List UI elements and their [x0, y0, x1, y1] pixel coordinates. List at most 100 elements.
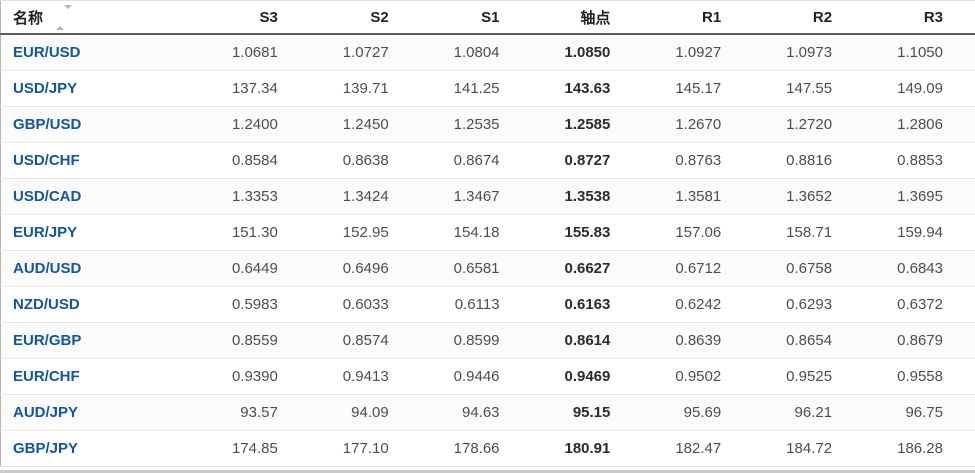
- column-header-s3[interactable]: S3: [199, 0, 310, 35]
- pair-link-eurchf[interactable]: EUR/CHF: [0, 358, 199, 395]
- r2-value: 1.3652: [753, 178, 865, 215]
- r1-value: 182.47: [642, 430, 754, 467]
- column-header-r3[interactable]: R3: [864, 0, 975, 35]
- pair-link-usdcad[interactable]: USD/CAD: [0, 178, 199, 215]
- table-row: NZD/USD 0.5983 0.6033 0.6113 0.6163 0.6242 0.6…: [0, 286, 975, 323]
- table-row: EUR/GBP 0.8559 0.8574 0.8599 0.8614 0.8639 0.8…: [0, 322, 975, 359]
- r3-value: 0.9558: [864, 358, 975, 395]
- s3-value: 0.9390: [199, 358, 310, 395]
- pair-link-eurgbp[interactable]: EUR/GBP: [0, 322, 199, 359]
- r3-value: 0.8679: [864, 322, 975, 359]
- pair-link-audusd[interactable]: AUD/USD: [0, 250, 199, 287]
- column-header-r2[interactable]: R2: [753, 0, 865, 35]
- r3-value: 149.09: [864, 70, 975, 107]
- pivot-value: 1.2585: [531, 106, 643, 143]
- r2-value: 0.8654: [753, 322, 865, 359]
- table-row: GBP/JPY 174.85 177.10 178.66 180.91 182.47 184…: [0, 430, 975, 467]
- column-header-s1[interactable]: S1: [420, 0, 532, 35]
- r2-value: 0.9525: [753, 358, 865, 395]
- s2-value: 177.10: [309, 430, 421, 467]
- sort-icon[interactable]: [56, 5, 73, 31]
- s2-value: 0.6496: [309, 250, 421, 287]
- r3-value: 0.6372: [864, 286, 975, 323]
- r3-value: 1.1050: [864, 34, 975, 71]
- pivot-value: 0.8727: [531, 142, 643, 179]
- s1-value: 178.66: [420, 430, 532, 467]
- pair-link-eurjpy[interactable]: EUR/JPY: [0, 214, 199, 251]
- r3-value: 1.3695: [864, 178, 975, 215]
- r1-value: 1.3581: [642, 178, 754, 215]
- s3-value: 0.8559: [199, 322, 310, 359]
- s2-value: 139.71: [309, 70, 421, 107]
- s1-value: 0.9446: [420, 358, 532, 395]
- table-body: EUR/USD 1.0681 1.0727 1.0804 1.0850 1.0927 1.0…: [0, 34, 975, 467]
- s1-value: 154.18: [420, 214, 532, 251]
- r1-value: 0.9502: [642, 358, 754, 395]
- s3-value: 1.0681: [199, 34, 310, 71]
- r2-value: 96.21: [753, 394, 865, 431]
- r3-value: 186.28: [864, 430, 975, 467]
- r2-value: 184.72: [753, 430, 865, 467]
- r2-value: 0.8816: [753, 142, 865, 179]
- r1-value: 145.17: [642, 70, 754, 107]
- r1-value: 0.8763: [642, 142, 754, 179]
- table-row: EUR/JPY 151.30 152.95 154.18 155.83 157.06 158…: [0, 214, 975, 251]
- r2-value: 147.55: [753, 70, 865, 107]
- r3-value: 159.94: [864, 214, 975, 251]
- column-header-s2[interactable]: S2: [309, 0, 421, 35]
- pair-link-gbpjpy[interactable]: GBP/JPY: [0, 430, 199, 467]
- s2-value: 1.2450: [309, 106, 421, 143]
- pivot-value: 143.63: [531, 70, 643, 107]
- r1-value: 157.06: [642, 214, 754, 251]
- r1-value: 95.69: [642, 394, 754, 431]
- pivot-value: 1.0850: [531, 34, 643, 71]
- column-header-name[interactable]: 名称: [0, 0, 199, 35]
- r1-value: 0.6242: [642, 286, 754, 323]
- s1-value: 1.3467: [420, 178, 532, 215]
- s1-value: 141.25: [420, 70, 532, 107]
- r2-value: 0.6293: [753, 286, 865, 323]
- pivot-value: 0.9469: [531, 358, 643, 395]
- pair-link-nzdusd[interactable]: NZD/USD: [0, 286, 199, 323]
- r1-value: 1.2670: [642, 106, 754, 143]
- r3-value: 0.8853: [864, 142, 975, 179]
- s3-value: 0.6449: [199, 250, 310, 287]
- r2-value: 1.2720: [753, 106, 865, 143]
- pair-link-eurusd[interactable]: EUR/USD: [0, 34, 199, 71]
- table-row: EUR/USD 1.0681 1.0727 1.0804 1.0850 1.0927 1.0…: [0, 34, 975, 71]
- s1-value: 1.2535: [420, 106, 532, 143]
- pair-link-audjpy[interactable]: AUD/JPY: [0, 394, 199, 431]
- pivot-value: 155.83: [531, 214, 643, 251]
- pivot-value: 0.6627: [531, 250, 643, 287]
- s1-value: 1.0804: [420, 34, 532, 71]
- pivot-value: 0.8614: [531, 322, 643, 359]
- pivot-value: 95.15: [531, 394, 643, 431]
- s1-value: 0.6581: [420, 250, 532, 287]
- r1-value: 1.0927: [642, 34, 754, 71]
- r2-value: 158.71: [753, 214, 865, 251]
- s1-value: 0.8599: [420, 322, 532, 359]
- column-header-r1[interactable]: R1: [642, 0, 754, 35]
- column-header-pivot[interactable]: 轴点: [531, 0, 643, 35]
- pair-link-usdchf[interactable]: USD/CHF: [0, 142, 199, 179]
- r1-value: 0.8639: [642, 322, 754, 359]
- table-row: AUD/USD 0.6449 0.6496 0.6581 0.6627 0.6712 0.6…: [0, 250, 975, 287]
- r2-value: 1.0973: [753, 34, 865, 71]
- s3-value: 1.2400: [199, 106, 310, 143]
- s3-value: 174.85: [199, 430, 310, 467]
- s2-value: 94.09: [309, 394, 421, 431]
- pair-link-usdjpy[interactable]: USD/JPY: [0, 70, 199, 107]
- table-row: AUD/JPY 93.57 94.09 94.63 95.15 95.69 96.21 96.…: [0, 394, 975, 431]
- bottom-bar: [0, 470, 975, 473]
- table-row: USD/CAD 1.3353 1.3424 1.3467 1.3538 1.3581 1.3…: [0, 178, 975, 215]
- r3-value: 0.6843: [864, 250, 975, 287]
- table-row: USD/CHF 0.8584 0.8638 0.8674 0.8727 0.8763 0.8…: [0, 142, 975, 179]
- header-row: 名称 S3 S2 S1 轴点 R1 R2 R3: [0, 0, 975, 35]
- s2-value: 1.3424: [309, 178, 421, 215]
- s2-value: 0.9413: [309, 358, 421, 395]
- s3-value: 93.57: [199, 394, 310, 431]
- s2-value: 0.6033: [309, 286, 421, 323]
- pair-link-gbpusd[interactable]: GBP/USD: [0, 106, 199, 143]
- s3-value: 137.34: [199, 70, 310, 107]
